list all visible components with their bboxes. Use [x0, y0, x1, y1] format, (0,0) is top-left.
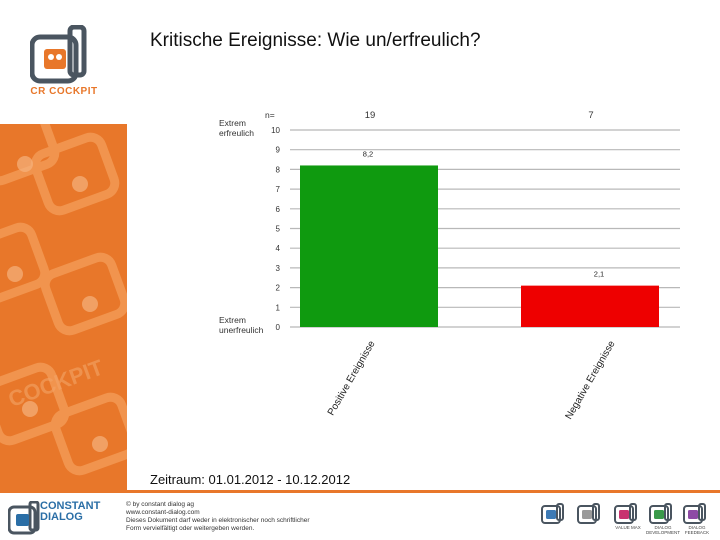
x-tick-label: Negative Ereignisse [564, 339, 618, 422]
product-logo-label: DIALOG FEEDBACK [684, 525, 710, 535]
footer-info-line: www.constant-dialog.com [126, 509, 200, 516]
footer-info-line: © by constant dialog ag [126, 501, 195, 508]
y-anchor-top-label: erfreulich [219, 128, 254, 138]
y-tick-label: 2 [276, 284, 281, 293]
y-tick-label: 1 [276, 303, 281, 312]
data-label: 2,1 [594, 270, 604, 279]
footer-info: © by constant dialog ag www.constant-dia… [126, 501, 310, 533]
y-tick-label: 8 [276, 165, 281, 174]
footer-info-line: Dieses Dokument darf weder in elektronis… [126, 517, 310, 524]
y-tick-label: 4 [276, 244, 281, 253]
logo-area: CR COCKPIT [0, 0, 127, 124]
product-logo-icon: VALUE MAX [613, 503, 643, 533]
product-logo-icon [540, 503, 570, 533]
product-logo-icon [576, 503, 606, 533]
data-label: 8,2 [363, 149, 373, 158]
footer: CONSTANT DIALOG © by constant dialog ag … [0, 493, 720, 540]
y-tick-label: 5 [276, 225, 281, 234]
y-anchor-bottom-label: Extrem [219, 315, 246, 325]
footer-info-line: Form vervielfältigt oder weitergeben wer… [126, 525, 255, 532]
product-logo-icon: DIALOG DEVELOPMENT [646, 503, 680, 535]
y-anchor-top-label: Extrem [219, 118, 246, 128]
y-anchor-bottom-label: unerfreulich [219, 325, 264, 335]
cr-cockpit-logo-icon [30, 25, 87, 84]
y-tick-label: 6 [276, 205, 281, 214]
product-logo-icon: DIALOG FEEDBACK [682, 503, 712, 535]
product-logo-label: VALUE MAX [615, 525, 641, 530]
y-tick-label: 9 [276, 146, 281, 155]
n-value: 7 [588, 110, 593, 121]
footer-brand-line: DIALOG [40, 511, 83, 523]
product-logo-label: DIALOG DEVELOPMENT [645, 525, 680, 535]
y-tick-label: 7 [276, 185, 281, 194]
y-tick-label: 10 [271, 126, 280, 135]
logo-text: CR COCKPIT [30, 86, 98, 97]
n-value: 19 [365, 110, 376, 121]
footer-brand-name: CONSTANT DIALOG [40, 501, 100, 523]
constant-dialog-logo-icon [8, 501, 40, 535]
page-title: Kritische Ereignisse: Wie un/erfreulich? [150, 30, 481, 51]
y-tick-label: 0 [276, 323, 281, 332]
y-tick-label: 3 [276, 264, 281, 273]
footer-brand-line: CONSTANT [40, 500, 101, 512]
bar-chart: 012345678910ExtremerfreulichExtremunerfr… [219, 110, 680, 422]
sidebar: COCKPIT CR COCKPIT [0, 0, 127, 490]
footer-divider [0, 490, 720, 493]
n-label: n= [265, 110, 275, 120]
sidebar-pattern: COCKPIT [0, 124, 127, 476]
bar [521, 285, 659, 327]
bar [300, 165, 438, 327]
x-tick-label: Positive Ereignisse [326, 339, 378, 418]
period-label: Zeitraum: 01.01.2012 - 10.12.2012 [150, 472, 351, 487]
